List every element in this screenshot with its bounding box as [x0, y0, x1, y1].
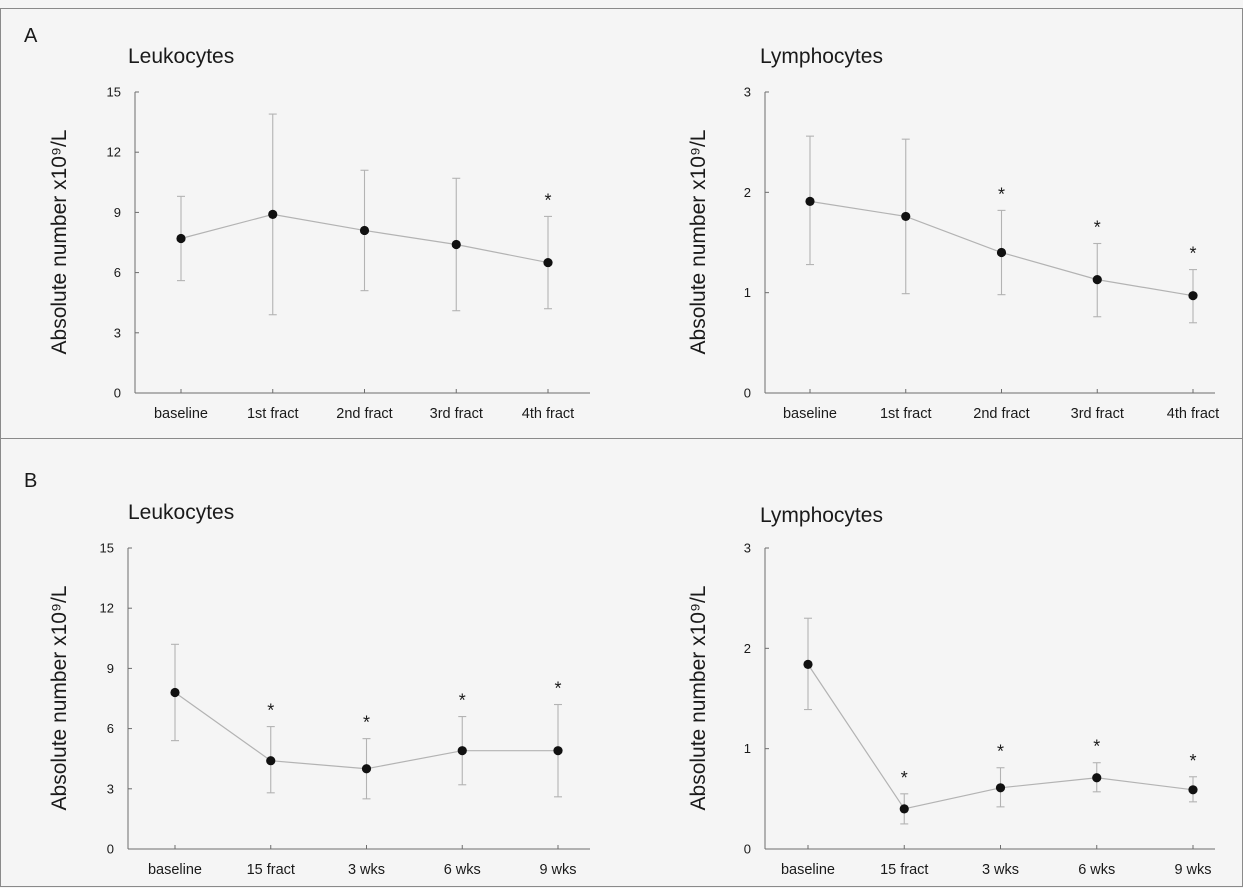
- y-tick-label: 12: [107, 145, 121, 160]
- x-tick-label: 2nd fract: [973, 406, 1029, 422]
- y-tick-label: 1: [744, 741, 751, 756]
- chart-4: Lymphocytes Absolute number x10⁹/L 0 1 2 3 bas…: [687, 504, 1215, 878]
- y-axis-label: Absolute number x10⁹/L: [687, 130, 710, 355]
- significance-marker: *: [363, 713, 370, 733]
- chart-title: Leukocytes: [128, 45, 234, 68]
- y-tick-label: 6: [114, 265, 121, 280]
- x-tick-label: 4th fract: [1167, 406, 1219, 422]
- x-tick-label: 3rd fract: [430, 406, 483, 422]
- data-point: [899, 804, 909, 814]
- y-tick-label: 0: [744, 842, 751, 857]
- x-tick-label: 9 wks: [1174, 862, 1211, 878]
- x-tick-label: 4th fract: [522, 406, 574, 422]
- y-tick-label: 6: [107, 721, 114, 736]
- x-tick-label: baseline: [783, 406, 837, 422]
- data-point: [996, 247, 1007, 258]
- data-point: [268, 209, 278, 220]
- data-point: [359, 225, 370, 236]
- significance-marker: *: [554, 679, 561, 699]
- chart-title: Lymphocytes: [760, 504, 883, 527]
- data-point: [1092, 275, 1102, 285]
- y-tick-label: 1: [744, 285, 751, 300]
- data-point: [1188, 785, 1198, 795]
- data-point: [995, 783, 1006, 793]
- y-tick-label: 0: [744, 386, 751, 401]
- panel-a-frame: [0, 8, 1243, 439]
- chart-2: Lymphocytes Absolute number x10⁹/L 0 1 2 3 bas…: [687, 45, 1219, 422]
- x-tick-label: baseline: [148, 862, 202, 878]
- significance-marker: *: [544, 190, 551, 210]
- data-point: [901, 211, 911, 222]
- y-tick-label: 3: [744, 541, 751, 556]
- y-tick-label: 15: [107, 85, 121, 100]
- significance-marker: *: [901, 768, 908, 788]
- y-tick-label: 15: [100, 541, 114, 556]
- x-tick-label: 15 fract: [247, 862, 295, 878]
- x-tick-label: 9 wks: [539, 862, 576, 878]
- chart-1: Leukocytes Absolute number x10⁹/L 0 3 6 9 12 15…: [48, 45, 590, 422]
- x-tick-label: 6 wks: [1078, 862, 1115, 878]
- y-tick-label: 0: [114, 386, 121, 401]
- x-tick-label: baseline: [781, 862, 835, 878]
- data-point: [543, 257, 553, 268]
- panel-a-label: A: [24, 25, 38, 47]
- significance-marker: *: [1189, 244, 1196, 264]
- data-point: [553, 746, 563, 756]
- x-tick-label: 3rd fract: [1071, 406, 1124, 422]
- y-tick-label: 0: [107, 842, 114, 857]
- x-tick-label: 2nd fract: [336, 406, 392, 422]
- y-tick-label: 12: [100, 601, 114, 616]
- y-axis-label: Absolute number x10⁹/L: [48, 130, 71, 355]
- x-tick-label: 6 wks: [444, 862, 481, 878]
- data-point: [1188, 291, 1198, 301]
- data-point: [361, 764, 372, 774]
- chart-title: Lymphocytes: [760, 45, 883, 68]
- y-axis-label: Absolute number x10⁹/L: [48, 586, 71, 811]
- significance-marker: *: [1093, 737, 1100, 757]
- data-point: [803, 659, 813, 669]
- data-point: [176, 233, 186, 244]
- y-tick-label: 2: [744, 641, 751, 656]
- significance-marker: *: [459, 691, 466, 711]
- significance-marker: *: [267, 701, 274, 721]
- x-tick-label: 1st fract: [247, 406, 299, 422]
- panel-b-label: B: [24, 470, 37, 492]
- x-tick-label: 3 wks: [348, 862, 385, 878]
- y-tick-label: 2: [744, 185, 751, 200]
- data-point: [457, 746, 467, 756]
- x-tick-label: 1st fract: [880, 406, 932, 422]
- y-axis-label: Absolute number x10⁹/L: [687, 586, 710, 811]
- y-tick-label: 3: [107, 781, 114, 796]
- x-tick-label: 3 wks: [982, 862, 1019, 878]
- chart-title: Leukocytes: [128, 501, 234, 524]
- significance-marker: *: [1189, 751, 1196, 771]
- y-tick-label: 3: [114, 325, 121, 340]
- y-tick-label: 3: [744, 85, 751, 100]
- data-point: [170, 687, 180, 698]
- data-point: [266, 756, 276, 766]
- chart-3: Leukocytes Absolute number x10⁹/L 0 3 6 9 12 15…: [48, 501, 590, 878]
- y-tick-label: 9: [107, 661, 114, 676]
- significance-marker: *: [998, 184, 1005, 204]
- x-tick-label: baseline: [154, 406, 208, 422]
- significance-marker: *: [1094, 218, 1101, 238]
- data-point: [451, 239, 461, 250]
- x-tick-label: 15 fract: [880, 862, 928, 878]
- significance-marker: *: [997, 742, 1004, 762]
- data-point: [805, 196, 815, 206]
- y-tick-label: 9: [114, 205, 121, 220]
- data-point: [1092, 773, 1102, 783]
